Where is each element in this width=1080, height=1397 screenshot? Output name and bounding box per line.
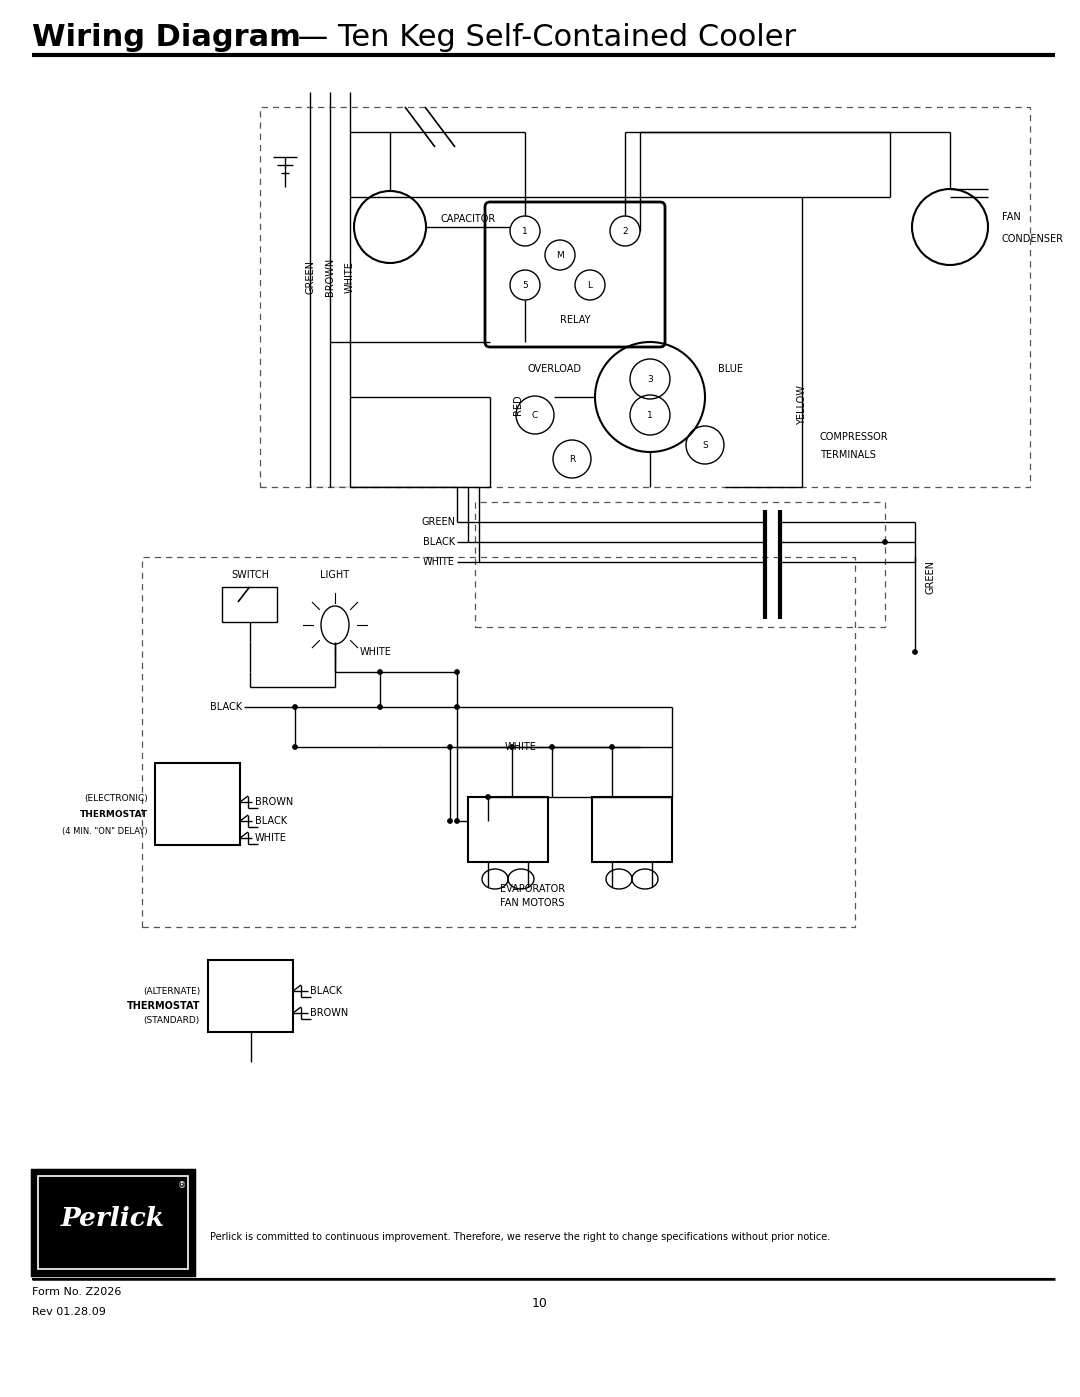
Text: M: M — [556, 250, 564, 260]
Text: YELLOW: YELLOW — [797, 386, 807, 425]
Text: R: R — [569, 454, 576, 464]
Text: WHITE: WHITE — [505, 742, 537, 752]
Text: WHITE: WHITE — [255, 833, 287, 842]
Text: (STANDARD): (STANDARD) — [144, 1017, 200, 1025]
Text: 1: 1 — [522, 226, 528, 236]
Text: (4 MIN. "ON" DELAY): (4 MIN. "ON" DELAY) — [63, 827, 148, 835]
Text: BLACK: BLACK — [255, 816, 287, 826]
Bar — [32, 1171, 194, 1275]
Text: Rev 01.28.09: Rev 01.28.09 — [32, 1308, 106, 1317]
Text: Perlick: Perlick — [60, 1206, 165, 1231]
Text: C: C — [531, 411, 538, 419]
Circle shape — [447, 745, 453, 750]
Text: 1: 1 — [647, 411, 653, 419]
Text: RED: RED — [513, 395, 523, 415]
Text: BLUE: BLUE — [718, 365, 743, 374]
Circle shape — [510, 745, 514, 750]
Bar — [222, 587, 276, 622]
Text: LIGHT: LIGHT — [321, 570, 350, 580]
Circle shape — [609, 745, 615, 750]
Text: BROWN: BROWN — [310, 1009, 348, 1018]
Text: FAN MOTORS: FAN MOTORS — [500, 898, 565, 908]
Text: BLACK: BLACK — [423, 536, 455, 548]
Text: Perlick is committed to continuous improvement. Therefore, we reserve the right : Perlick is committed to continuous impro… — [210, 1232, 831, 1242]
Circle shape — [447, 819, 453, 823]
Text: GREEN: GREEN — [421, 517, 455, 527]
Bar — [260, 108, 1030, 488]
Bar — [38, 1176, 188, 1268]
Circle shape — [378, 669, 382, 675]
Text: THERMOSTAT: THERMOSTAT — [126, 1002, 200, 1011]
Circle shape — [882, 539, 888, 545]
Text: BLACK: BLACK — [210, 703, 242, 712]
Text: BROWN: BROWN — [255, 798, 294, 807]
Text: 10: 10 — [532, 1296, 548, 1310]
Text: RELAY: RELAY — [559, 314, 591, 326]
Bar — [141, 557, 855, 928]
Bar — [156, 763, 240, 845]
Text: S: S — [702, 440, 707, 450]
Text: COMPRESSOR: COMPRESSOR — [820, 432, 889, 441]
Circle shape — [378, 704, 382, 710]
Text: WHITE: WHITE — [345, 261, 355, 293]
Text: WHITE: WHITE — [423, 557, 455, 567]
Circle shape — [293, 704, 297, 710]
Bar — [208, 960, 293, 1032]
Text: BLACK: BLACK — [310, 986, 342, 996]
Text: TERMINALS: TERMINALS — [820, 450, 876, 460]
Text: SWITCH: SWITCH — [231, 570, 269, 580]
Circle shape — [455, 669, 459, 675]
Text: L: L — [588, 281, 593, 289]
Text: OVERLOAD: OVERLOAD — [528, 365, 582, 374]
Circle shape — [486, 795, 490, 799]
Text: (ELECTRONIC): (ELECTRONIC) — [84, 795, 148, 803]
Text: EVAPORATOR: EVAPORATOR — [500, 884, 565, 894]
Text: 2: 2 — [622, 226, 627, 236]
Text: GREEN: GREEN — [305, 260, 315, 293]
Text: FAN: FAN — [1002, 212, 1021, 222]
Text: THERMOSTAT: THERMOSTAT — [80, 809, 148, 819]
Circle shape — [550, 745, 554, 750]
Circle shape — [455, 704, 459, 710]
Text: (ALTERNATE): (ALTERNATE) — [143, 986, 200, 996]
Circle shape — [913, 650, 918, 655]
Text: GREEN: GREEN — [924, 560, 935, 594]
Text: ®: ® — [178, 1182, 186, 1190]
Bar — [475, 502, 885, 627]
Circle shape — [455, 819, 459, 823]
Text: BROWN: BROWN — [325, 258, 335, 296]
Text: Wiring Diagram: Wiring Diagram — [32, 22, 301, 52]
Text: CONDENSER: CONDENSER — [1002, 235, 1064, 244]
Bar — [592, 798, 672, 862]
Text: 5: 5 — [522, 281, 528, 289]
Text: Form No. Z2026: Form No. Z2026 — [32, 1287, 121, 1296]
Text: WHITE: WHITE — [360, 647, 392, 657]
Text: — Ten Keg Self-Contained Cooler: — Ten Keg Self-Contained Cooler — [288, 22, 796, 52]
Circle shape — [293, 745, 297, 750]
Bar — [468, 798, 548, 862]
Text: CAPACITOR: CAPACITOR — [440, 214, 496, 224]
Text: 3: 3 — [647, 374, 653, 384]
